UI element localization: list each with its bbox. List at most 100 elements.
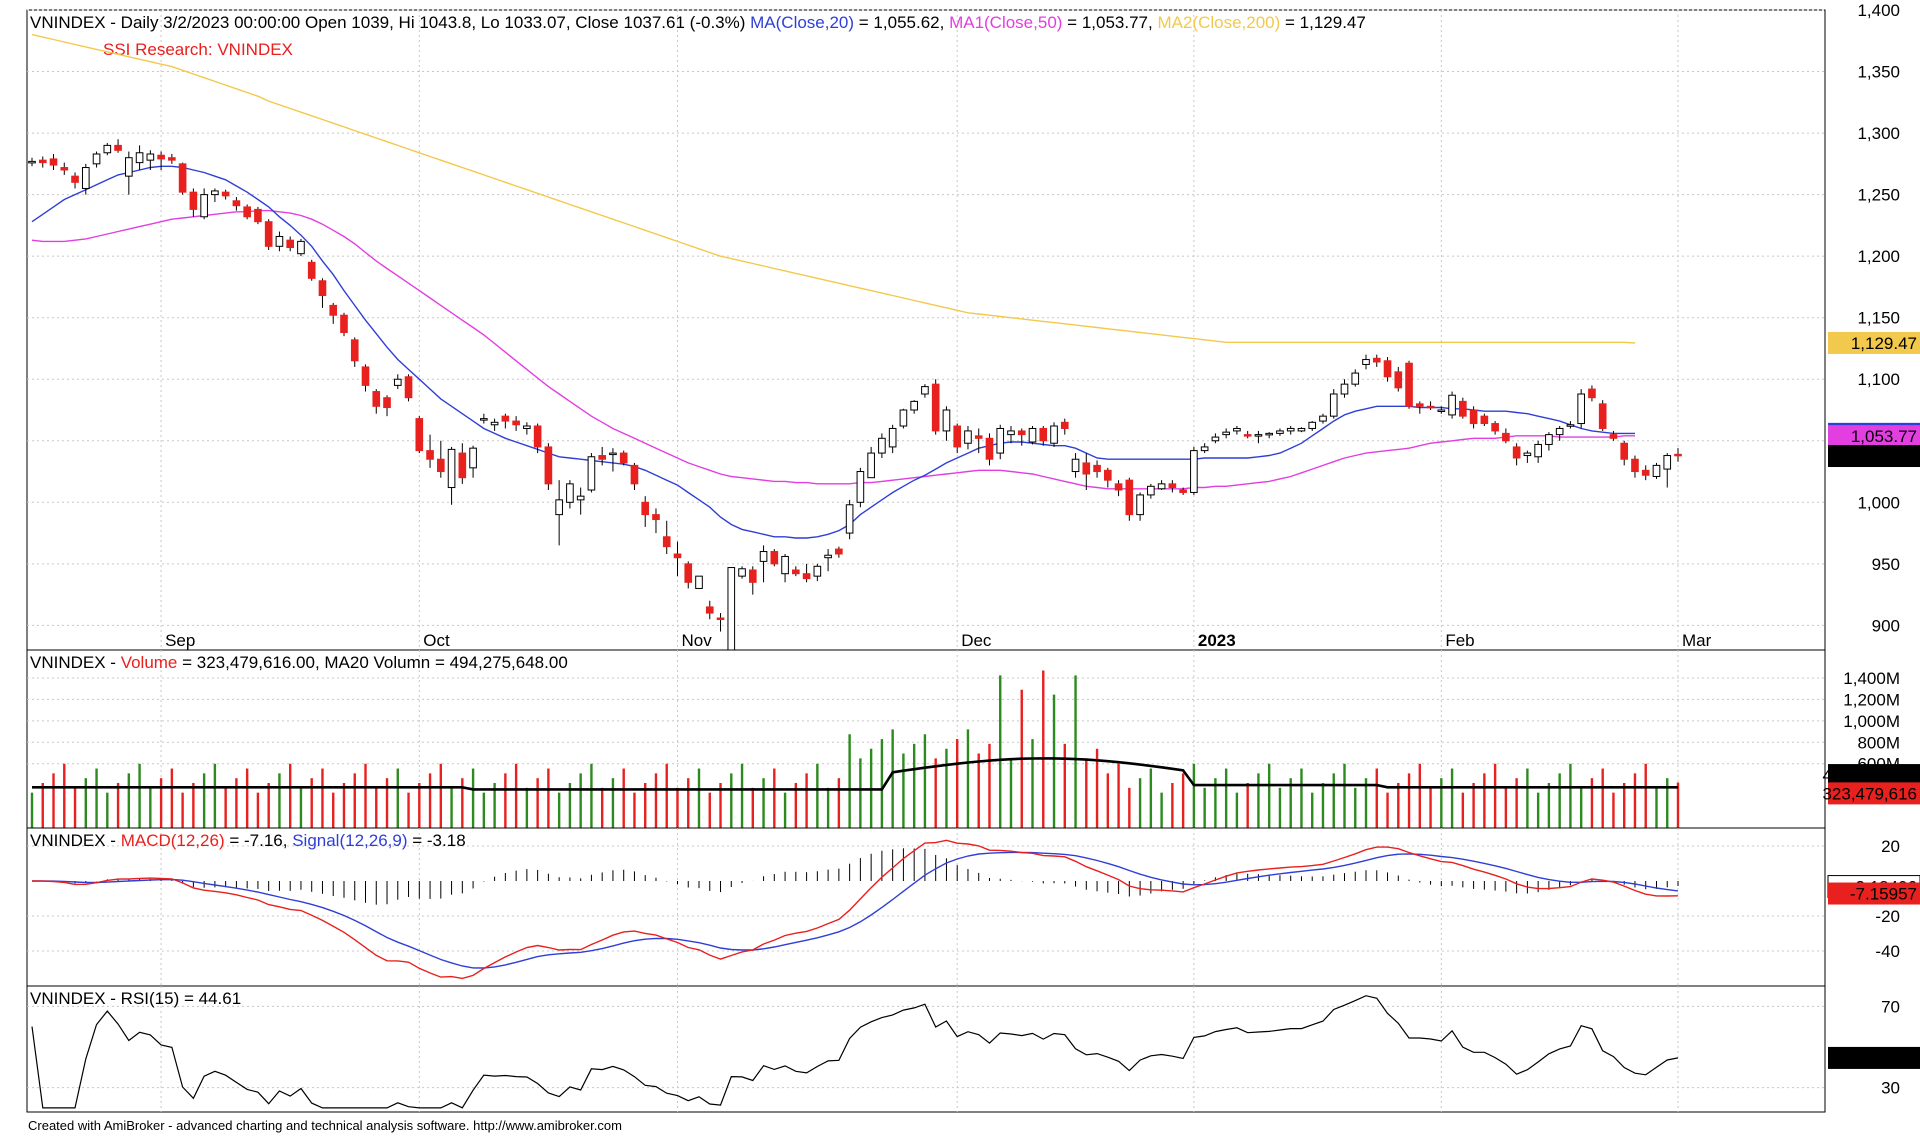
price-axis: 9009501,0001,0501,1001,1501,2001,2501,30… — [1828, 1, 1920, 635]
candle-body — [28, 160, 36, 164]
candle-body — [781, 555, 789, 575]
candle-body — [404, 376, 413, 399]
candle-body — [501, 415, 510, 422]
signal-value: = -3.18 — [412, 831, 465, 850]
candle-body — [1351, 372, 1360, 385]
candle-body — [1007, 430, 1015, 436]
candle-body — [964, 430, 972, 444]
candle-body — [1071, 458, 1080, 473]
candle-body — [523, 425, 531, 429]
candle-body — [1609, 434, 1618, 439]
price-panel: SSI Research: VNINDEX VNINDEX - Daily 3/… — [26, 1, 1920, 657]
candle-body — [845, 504, 854, 534]
candle-body — [1588, 388, 1596, 399]
volume-value-tag — [1828, 782, 1920, 805]
candle-body — [695, 575, 703, 589]
candle-body — [1329, 393, 1338, 417]
candle-body — [1028, 427, 1037, 443]
candle-body — [415, 418, 424, 452]
candle-body — [856, 471, 865, 503]
candle-body — [1362, 359, 1370, 365]
candle-body — [114, 144, 122, 151]
candle-body — [1405, 362, 1413, 407]
candle-body — [996, 427, 1005, 454]
candle-body — [1577, 393, 1585, 425]
candle-body — [598, 455, 606, 460]
rsi-tick-label: 30 — [1881, 1079, 1900, 1098]
candle-body — [1652, 464, 1661, 477]
candle-body — [254, 208, 262, 223]
candle-body — [447, 448, 456, 489]
candle-body — [705, 606, 714, 614]
candle-body — [888, 427, 897, 448]
candle-body — [1050, 425, 1058, 444]
candle-body — [1523, 452, 1532, 457]
candle-body — [1631, 458, 1639, 473]
candle-body — [1620, 442, 1629, 460]
candle-body — [469, 447, 477, 469]
candle-body — [802, 573, 811, 580]
macd-marks — [31, 839, 1679, 980]
candle-body — [1308, 421, 1317, 429]
volume-axis: 600M800M1,000M1,200M1,400M494,275,648323… — [1822, 669, 1920, 805]
candle-body — [1243, 434, 1252, 437]
candle-body — [1125, 479, 1134, 516]
candle-body — [1017, 430, 1026, 436]
candle-body — [1168, 483, 1177, 489]
candle-body — [1415, 403, 1424, 407]
candle-body — [1179, 489, 1187, 493]
macd-value-tag-label: -7.15957 — [1850, 885, 1917, 904]
candle-body — [1534, 443, 1542, 458]
candle-body — [1039, 427, 1048, 442]
candle-body — [1545, 434, 1553, 445]
candle-body — [1641, 469, 1650, 476]
candle-body — [566, 483, 574, 503]
candle-body — [480, 418, 488, 421]
candle-body — [652, 514, 660, 521]
macd-value-tag — [1828, 882, 1920, 905]
ma20-value: = 1,055.62, — [859, 13, 949, 32]
candle-body — [985, 437, 994, 460]
candle-body — [318, 280, 327, 297]
candle-body — [587, 456, 596, 491]
candle-body — [630, 464, 639, 485]
price-value-tag-label: 1,129.47 — [1851, 334, 1917, 353]
rsi-value-tag — [1828, 1046, 1920, 1069]
candle-body — [232, 200, 241, 207]
candle-body — [576, 495, 585, 501]
volume-value-tag-label: 494,275,648 — [1822, 766, 1917, 785]
rsi-grid — [27, 986, 1825, 1112]
candle-body — [727, 567, 736, 651]
candle-body — [350, 339, 359, 362]
volume-tick-label: 800M — [1857, 733, 1900, 752]
candle-body — [146, 153, 155, 161]
candle-body — [1383, 360, 1392, 378]
price-tick-label: 1,000 — [1857, 493, 1900, 512]
volume-tick-label: 1,400M — [1843, 669, 1900, 688]
macd-tick-label: -40 — [1875, 942, 1900, 961]
candle-body — [1060, 421, 1069, 429]
rsi-panel: VNINDEX - RSI(15) = 44.61 30 70 44.6061 — [26, 985, 1920, 1113]
x-tick-label: Oct — [423, 631, 450, 650]
candle-body — [738, 568, 746, 577]
candle-body — [1469, 409, 1478, 425]
rsi-axis: 30 70 44.6061 — [1828, 997, 1920, 1098]
ma50-value: = 1,053.77, — [1067, 13, 1157, 32]
volume-marks — [30, 670, 1680, 828]
volume-tick-label: 1,200M — [1843, 690, 1900, 709]
candle-body — [436, 458, 445, 473]
candle-body — [899, 409, 908, 427]
candle-body — [38, 159, 47, 164]
candle-body — [1265, 432, 1274, 436]
candle-body — [211, 190, 219, 196]
price-tick-label: 1,150 — [1857, 309, 1900, 328]
candle-body — [307, 261, 316, 279]
x-tick-label: Dec — [961, 631, 992, 650]
ma200-value: = 1,129.47 — [1285, 13, 1366, 32]
x-axis: Sep Oct Nov Dec 2023 Feb Mar — [165, 631, 1712, 650]
ma200-line — [31, 33, 1636, 344]
x-tick-label: Feb — [1445, 631, 1474, 650]
macd-grid — [27, 828, 1825, 986]
